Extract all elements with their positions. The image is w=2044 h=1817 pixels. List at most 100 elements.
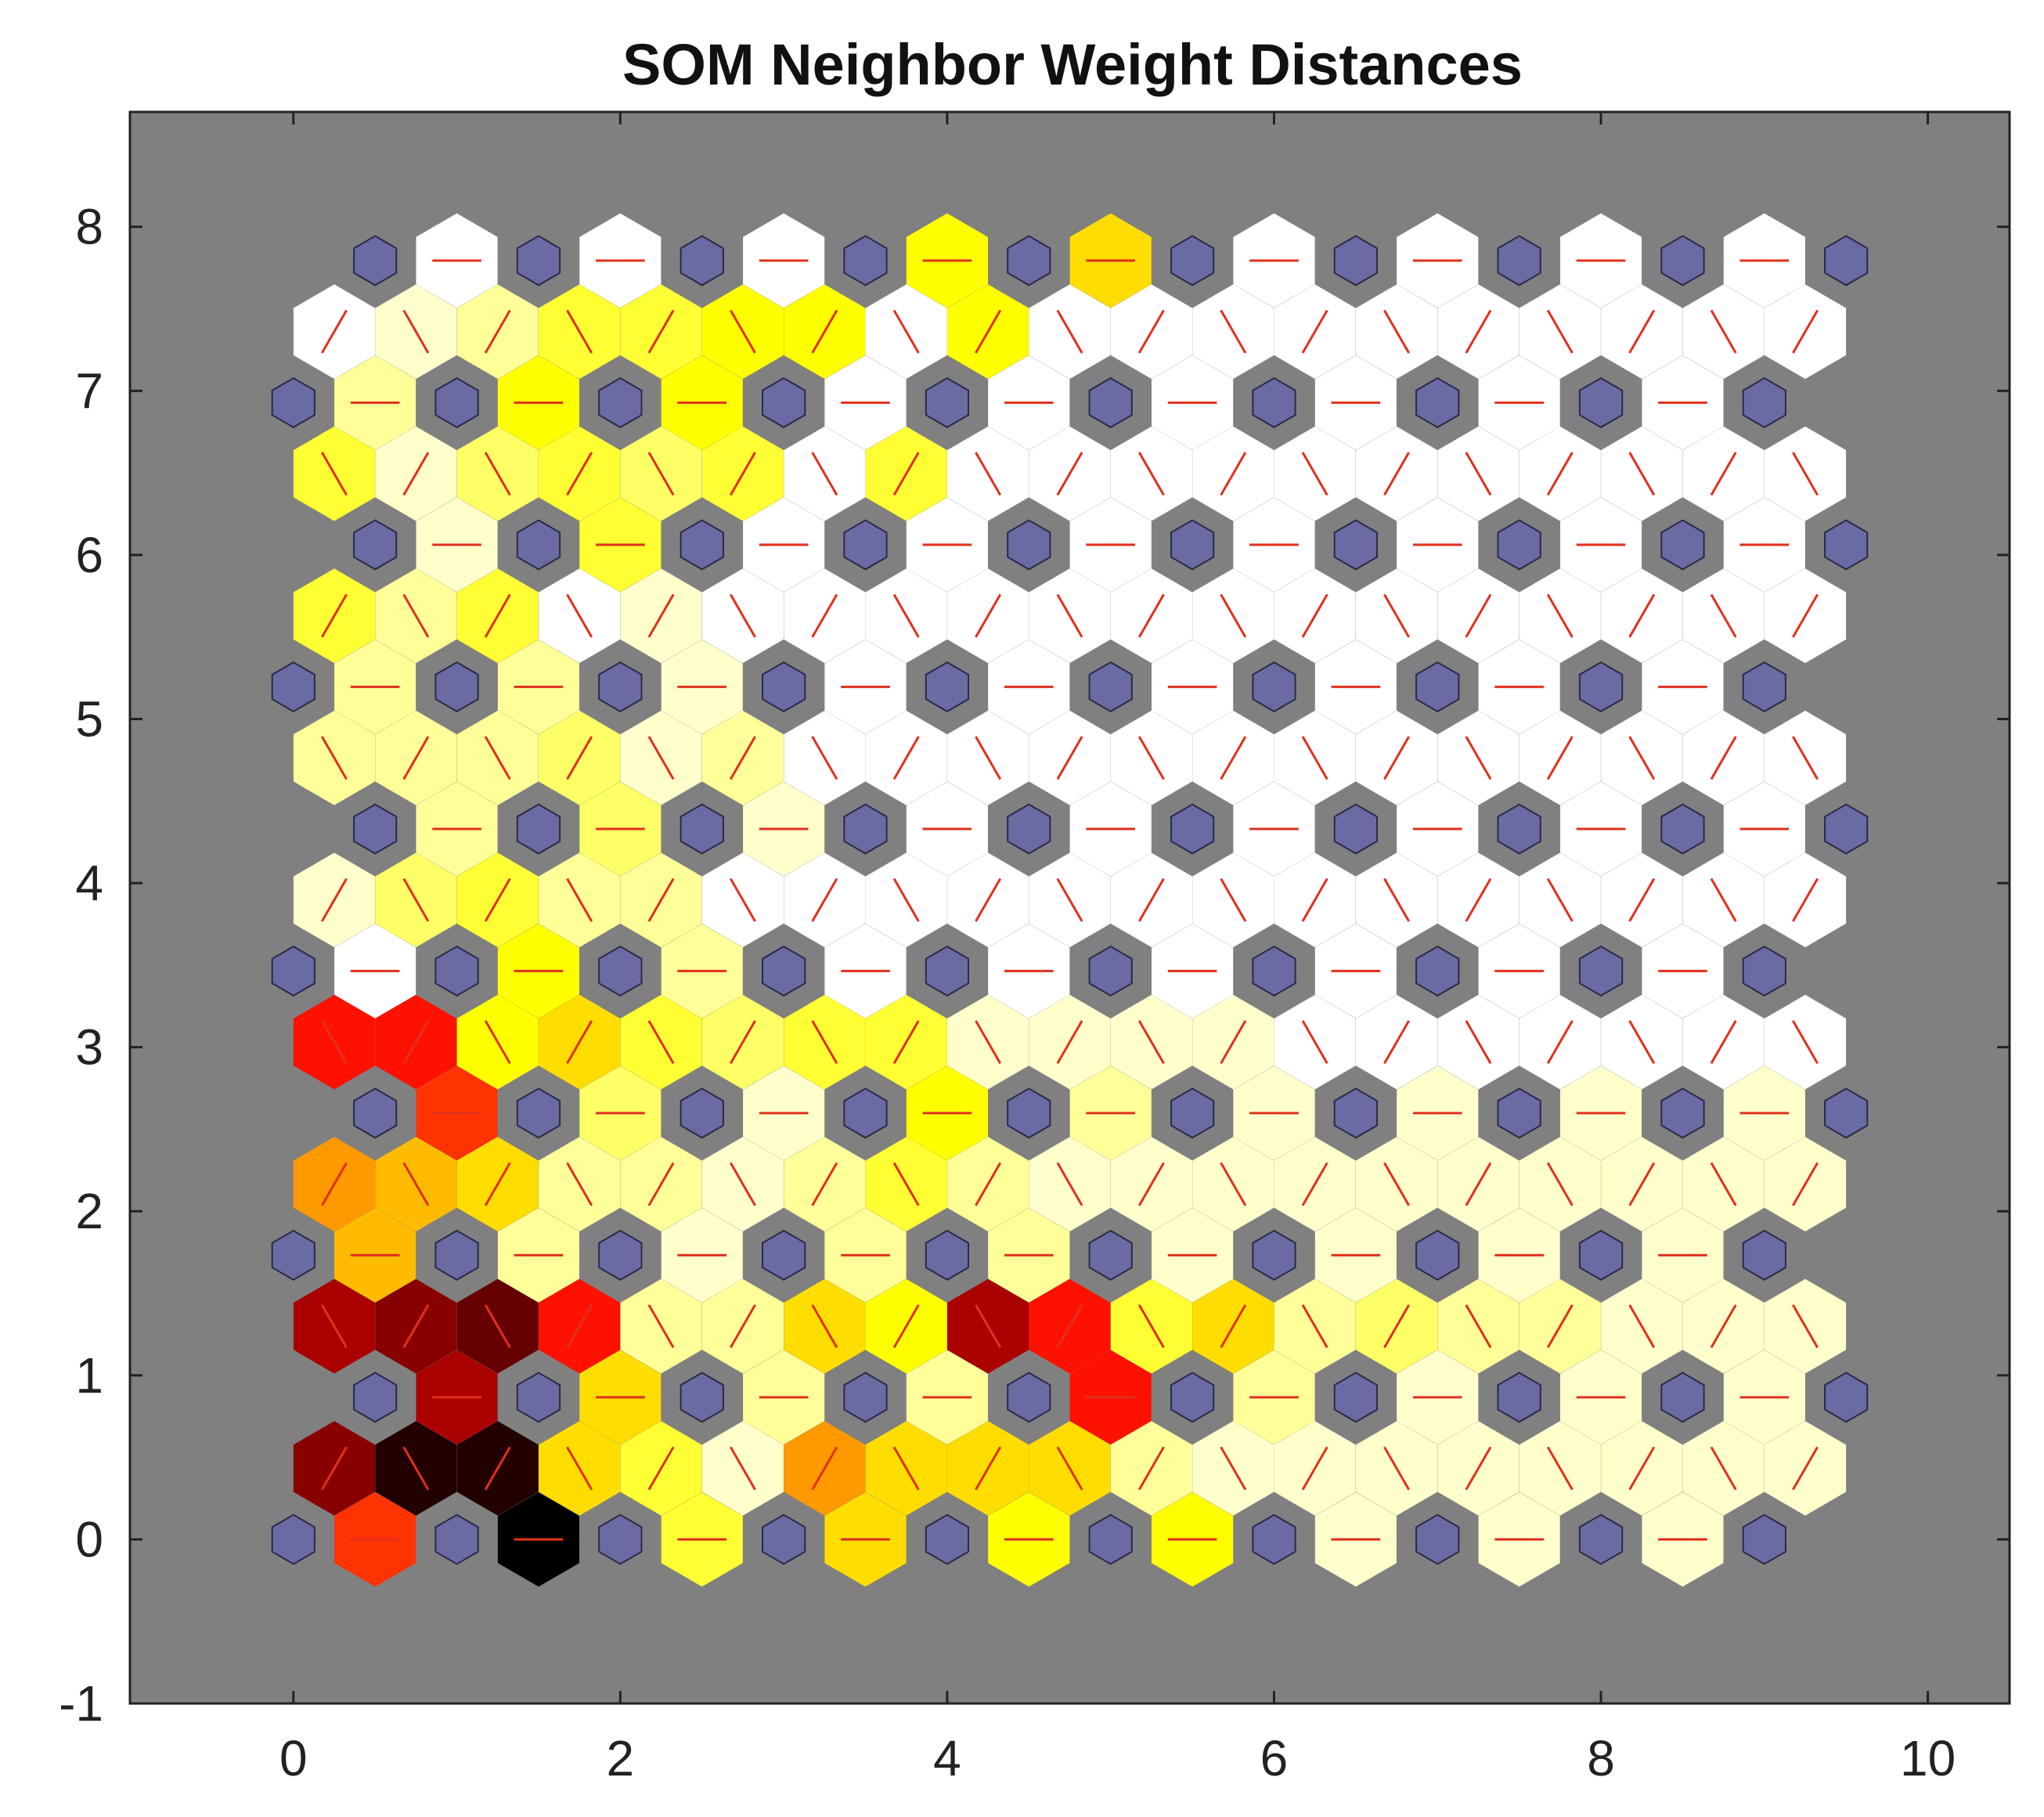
neuron-marker xyxy=(1007,803,1051,855)
connection-line xyxy=(1628,736,1656,781)
connection-line xyxy=(402,309,430,354)
connection-line xyxy=(484,593,511,638)
connection-line xyxy=(1628,878,1656,922)
connection-line xyxy=(402,1162,430,1206)
connection-line xyxy=(811,593,838,638)
connection-line xyxy=(566,1162,593,1206)
neuron-marker xyxy=(353,803,398,855)
connection-line xyxy=(1137,309,1165,354)
connection-line xyxy=(1301,593,1328,638)
connection-line xyxy=(321,878,348,922)
connection-line xyxy=(402,1446,430,1491)
connection-line xyxy=(1628,1446,1656,1491)
neuron-marker xyxy=(843,519,888,571)
connection-line xyxy=(647,452,675,496)
y-tick-label: 0 xyxy=(75,1511,103,1567)
connection-line xyxy=(484,736,511,781)
connection-line xyxy=(729,309,756,354)
connection-line xyxy=(1137,1446,1165,1491)
neuron-marker xyxy=(1824,803,1869,855)
connection-line xyxy=(975,1020,1002,1065)
neuron-marker xyxy=(598,661,643,712)
connection-line xyxy=(1137,736,1165,781)
connection-line xyxy=(1383,452,1411,496)
connection-line xyxy=(1301,452,1328,496)
neuron-marker xyxy=(843,1087,888,1139)
neuron-marker xyxy=(762,1229,806,1281)
x-tick-label: 8 xyxy=(1587,1730,1615,1786)
neuron-marker xyxy=(1742,945,1786,997)
connection-line xyxy=(892,309,920,354)
connection-line xyxy=(484,1304,511,1349)
connection-line xyxy=(1220,309,1247,354)
connection-line xyxy=(1383,878,1411,922)
neuron-marker xyxy=(598,1513,643,1566)
connection-line xyxy=(1546,452,1574,496)
neuron-marker xyxy=(1415,1229,1460,1281)
connection-line xyxy=(1546,878,1574,922)
neuron-marker xyxy=(1252,945,1296,997)
connection-line xyxy=(1465,1304,1492,1349)
connection-line xyxy=(1056,593,1083,638)
connection-line xyxy=(1220,452,1247,496)
connection-line xyxy=(975,878,1002,922)
neuron-marker xyxy=(434,945,479,997)
neuron-marker xyxy=(1742,1229,1786,1281)
connection-line xyxy=(402,452,430,496)
connection-line xyxy=(1383,736,1411,781)
connection-line xyxy=(729,593,756,638)
connection-line xyxy=(1792,1162,1819,1206)
neuron-marker xyxy=(680,803,724,855)
connection-line xyxy=(1546,1162,1574,1206)
connection-line xyxy=(1628,593,1656,638)
connection-line xyxy=(402,1020,430,1065)
neuron-marker xyxy=(1170,803,1215,855)
y-tick-label: 8 xyxy=(75,199,103,255)
connection-line xyxy=(1301,736,1328,781)
connection-line xyxy=(1220,1446,1247,1491)
connection-line xyxy=(566,452,593,496)
neuron-marker xyxy=(1170,1372,1215,1423)
connection-line xyxy=(647,1020,675,1065)
connection-line xyxy=(1220,878,1247,922)
connection-line xyxy=(811,1446,838,1491)
neuron-marker xyxy=(1088,377,1133,428)
connection-line xyxy=(647,736,675,781)
neuron-marker xyxy=(1497,519,1541,571)
connection-line xyxy=(484,452,511,496)
neuron-marker xyxy=(1578,1229,1624,1281)
connection-line xyxy=(975,452,1002,496)
neuron-marker xyxy=(1007,235,1051,287)
neuron-marker xyxy=(598,377,643,428)
neuron-marker xyxy=(271,945,315,997)
connection-line xyxy=(811,1162,838,1206)
neuron-marker xyxy=(271,1229,315,1281)
connection-line xyxy=(402,593,430,638)
connection-line xyxy=(321,309,348,354)
connection-line xyxy=(1301,309,1328,354)
connection-line xyxy=(566,878,593,922)
neuron-marker xyxy=(1333,803,1378,855)
connection-line xyxy=(1710,1162,1737,1206)
connection-line xyxy=(1465,593,1492,638)
neuron-marker xyxy=(843,803,888,855)
connection-line xyxy=(1383,1020,1411,1065)
neuron-marker xyxy=(516,1087,561,1139)
neuron-marker xyxy=(925,1229,969,1281)
neuron-marker xyxy=(598,945,643,997)
connection-line xyxy=(729,1446,756,1491)
neuron-marker xyxy=(925,1513,969,1566)
neuron-marker xyxy=(353,235,398,287)
neuron-marker xyxy=(1578,945,1624,997)
connection-line xyxy=(1383,1304,1411,1349)
neuron-marker xyxy=(434,377,479,428)
connection-line xyxy=(892,878,920,922)
connection-line xyxy=(1792,736,1819,781)
x-ticks: 0 2 4 6 8 10 xyxy=(279,112,1956,1786)
neuron-marker xyxy=(1088,661,1133,712)
neuron-marker xyxy=(353,1087,398,1139)
connection-line xyxy=(566,736,593,781)
neuron-marker xyxy=(1824,1087,1869,1139)
connection-line xyxy=(484,1020,511,1065)
neuron-marker xyxy=(1742,377,1786,428)
